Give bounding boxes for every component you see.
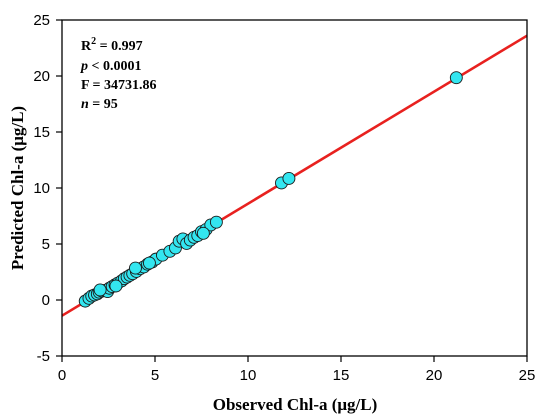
data-point bbox=[282, 172, 296, 185]
x-tick-label: 5 bbox=[151, 367, 159, 384]
sample-size-annotation: n = 95 bbox=[81, 97, 118, 112]
data-point bbox=[109, 279, 123, 293]
y-tick-label: 5 bbox=[42, 236, 50, 253]
stats-annotation: R2 = 0.997 p < 0.0001 F = 34731.86 n = 9… bbox=[80, 36, 157, 112]
y-tick-label: 15 bbox=[33, 124, 50, 141]
x-tick-label: 25 bbox=[519, 367, 536, 384]
x-axis-title: Observed Chl-a (μg/L) bbox=[213, 395, 378, 414]
y-tick-label: -5 bbox=[37, 348, 50, 365]
x-tick-label: 0 bbox=[58, 367, 66, 384]
data-point bbox=[209, 215, 223, 229]
y-tick-label: 10 bbox=[33, 180, 50, 197]
data-point bbox=[129, 261, 142, 275]
data-point bbox=[449, 71, 463, 85]
f-statistic-annotation: F = 34731.86 bbox=[81, 78, 157, 93]
y-tick-label: 20 bbox=[33, 68, 50, 85]
data-point bbox=[142, 256, 156, 270]
y-tick-label: 25 bbox=[33, 12, 50, 29]
y-tick-label: 0 bbox=[42, 292, 50, 309]
x-tick-label: 20 bbox=[426, 367, 443, 384]
p-value-annotation: p < 0.0001 bbox=[80, 59, 141, 74]
data-point bbox=[93, 283, 107, 297]
x-tick-label: 10 bbox=[240, 367, 257, 384]
r-squared-annotation: R2 = 0.997 bbox=[81, 36, 143, 54]
y-axis-title: Predicted Chl-a (μg/L) bbox=[8, 106, 27, 270]
data-point bbox=[196, 226, 210, 240]
x-tick-label: 15 bbox=[333, 367, 350, 384]
